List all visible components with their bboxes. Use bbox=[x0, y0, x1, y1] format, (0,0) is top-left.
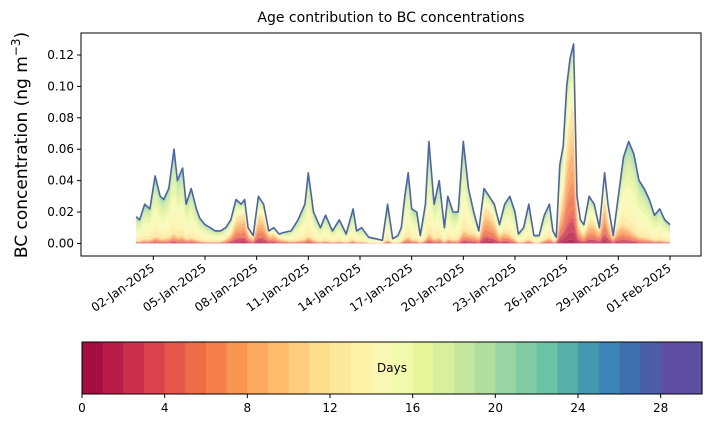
chart-title: Age contribution to BC concentrations bbox=[257, 10, 524, 26]
age-band-14 bbox=[136, 86, 671, 243]
colorbar-cell bbox=[681, 342, 703, 394]
age-band-1 bbox=[136, 231, 671, 244]
y-tick-label: 0.00 bbox=[47, 236, 74, 250]
colorbar-tick-label: 24 bbox=[570, 401, 585, 415]
colorbar-cell bbox=[309, 342, 331, 394]
colorbar-tick-label: 16 bbox=[405, 401, 420, 415]
colorbar-cell bbox=[660, 342, 682, 394]
colorbar-cell bbox=[226, 342, 248, 394]
age-band-7 bbox=[136, 167, 671, 244]
y-axis-label: BC concentration (ng m−3) bbox=[9, 32, 32, 258]
age-band-8 bbox=[136, 150, 671, 244]
y-tick-label: 0.12 bbox=[47, 48, 74, 62]
colorbar-cell bbox=[536, 342, 558, 394]
age-band-6 bbox=[136, 181, 671, 244]
colorbar-cell bbox=[412, 342, 434, 394]
colorbar-cell bbox=[82, 342, 104, 394]
y-axis-label-exponent: −3 bbox=[9, 38, 23, 56]
y-tick-label: 0.10 bbox=[47, 79, 74, 93]
plot-area bbox=[135, 43, 671, 244]
colorbar-cell bbox=[619, 342, 641, 394]
x-axis-ticks: 02-Jan-202505-Jan-202508-Jan-202511-Jan-… bbox=[89, 256, 674, 316]
colorbar-cell bbox=[164, 342, 186, 394]
colorbar-frame bbox=[81, 341, 703, 395]
colorbar-cell bbox=[247, 342, 269, 394]
y-tick-label: 0.08 bbox=[47, 111, 74, 125]
age-band-11 bbox=[136, 109, 671, 244]
colorbar-cell bbox=[578, 342, 600, 394]
colorbar-tick-label: 0 bbox=[78, 401, 86, 415]
age-band-4 bbox=[136, 209, 671, 244]
colorbar-cell bbox=[288, 342, 310, 394]
colorbar-cell bbox=[392, 342, 414, 394]
y-axis-ticks: 0.00 0.02 0.04 0.06 0.08 0.10 0.12 bbox=[47, 48, 81, 250]
colorbar-tick-label: 28 bbox=[653, 401, 668, 415]
colorbar-cells bbox=[82, 342, 703, 394]
colorbar-tick-label: 12 bbox=[322, 401, 337, 415]
plot-frame bbox=[80, 32, 702, 257]
colorbar-cell bbox=[330, 342, 352, 394]
colorbar-tick-label: 20 bbox=[488, 401, 503, 415]
age-band-9 bbox=[136, 140, 671, 244]
colorbar-ticks: 0 4 8 12 16 20 24 28 bbox=[78, 394, 668, 415]
total-bc-line bbox=[135, 43, 671, 242]
age-contribution-bands bbox=[136, 44, 671, 244]
y-tick-label: 0.04 bbox=[47, 174, 74, 188]
age-band-5 bbox=[136, 192, 671, 244]
colorbar-cell bbox=[474, 342, 496, 394]
age-band-10 bbox=[136, 126, 671, 244]
colorbar-cell bbox=[516, 342, 538, 394]
colorbar-cell bbox=[102, 342, 124, 394]
colorbar-cell bbox=[185, 342, 207, 394]
colorbar-cell bbox=[206, 342, 228, 394]
colorbar-tick-label: 4 bbox=[161, 401, 169, 415]
y-axis-label-main: BC concentration (ng m bbox=[12, 56, 32, 258]
colorbar-cell bbox=[350, 342, 372, 394]
y-tick-label: 0.06 bbox=[47, 142, 74, 156]
colorbar-tick-label: 8 bbox=[244, 401, 252, 415]
y-tick-label: 0.02 bbox=[47, 205, 74, 219]
colorbar-cell bbox=[454, 342, 476, 394]
colorbar-cell bbox=[144, 342, 166, 394]
colorbar-cell bbox=[268, 342, 290, 394]
colorbar-cell bbox=[123, 342, 145, 394]
colorbar-cell bbox=[557, 342, 579, 394]
colorbar-cell bbox=[433, 342, 455, 394]
colorbar-cell bbox=[598, 342, 620, 394]
colorbar: Days 0 4 8 12 16 20 24 28 bbox=[78, 341, 703, 415]
age-band-2 bbox=[136, 221, 671, 244]
age-band-12 bbox=[136, 103, 671, 243]
colorbar-label: Days bbox=[377, 361, 407, 375]
colorbar-cell bbox=[495, 342, 517, 394]
colorbar-cell bbox=[640, 342, 662, 394]
y-axis-label-close: ) bbox=[12, 32, 32, 39]
colorbar-cell bbox=[371, 342, 393, 394]
age-band-3 bbox=[136, 216, 671, 244]
